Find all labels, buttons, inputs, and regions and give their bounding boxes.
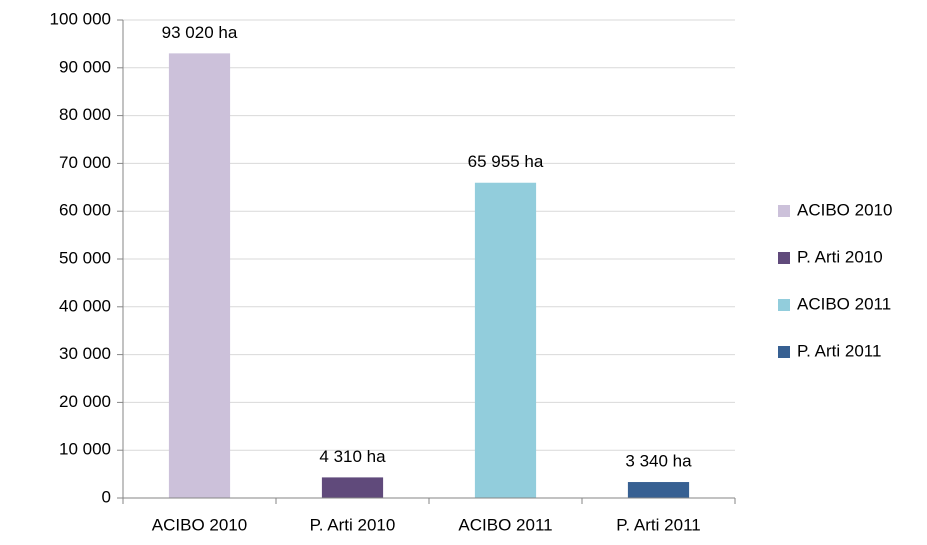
- x-tick-label: ACIBO 2011: [458, 515, 552, 534]
- y-tick-label: 40 000: [59, 296, 111, 315]
- y-tick-label: 10 000: [59, 440, 111, 459]
- data-label: 3 340 ha: [625, 452, 692, 471]
- y-tick-label: 30 000: [59, 344, 111, 363]
- legend-label: ACIBO 2010: [797, 200, 892, 219]
- y-tick-label: 0: [102, 487, 111, 506]
- data-label: 93 020 ha: [162, 23, 238, 42]
- x-tick-label: ACIBO 2010: [152, 515, 247, 534]
- data-label: 4 310 ha: [319, 447, 386, 466]
- y-tick-label: 70 000: [59, 153, 111, 172]
- bar: [627, 482, 690, 498]
- legend-label: ACIBO 2011: [797, 294, 891, 313]
- legend-label: P. Arti 2011: [797, 341, 881, 360]
- data-label: 65 955 ha: [468, 152, 544, 171]
- y-tick-label: 20 000: [59, 392, 111, 411]
- legend-label: P. Arti 2010: [797, 247, 883, 266]
- legend-swatch: [778, 346, 790, 358]
- y-tick-label: 60 000: [59, 201, 111, 220]
- legend-swatch: [778, 299, 790, 311]
- x-tick-label: P. Arti 2011: [616, 515, 700, 534]
- bar: [168, 53, 231, 498]
- legend-swatch: [778, 252, 790, 264]
- y-tick-label: 50 000: [59, 248, 111, 267]
- y-tick-label: 100 000: [50, 9, 111, 28]
- y-tick-label: 90 000: [59, 57, 111, 76]
- bar: [474, 182, 537, 498]
- legend-swatch: [778, 205, 790, 217]
- x-tick-label: P. Arti 2010: [310, 515, 396, 534]
- bar: [321, 477, 384, 498]
- y-tick-label: 80 000: [59, 105, 111, 124]
